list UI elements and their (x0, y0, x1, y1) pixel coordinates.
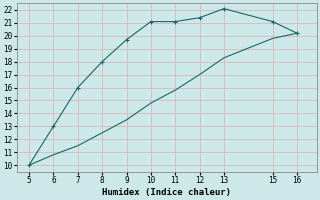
X-axis label: Humidex (Indice chaleur): Humidex (Indice chaleur) (102, 188, 231, 197)
